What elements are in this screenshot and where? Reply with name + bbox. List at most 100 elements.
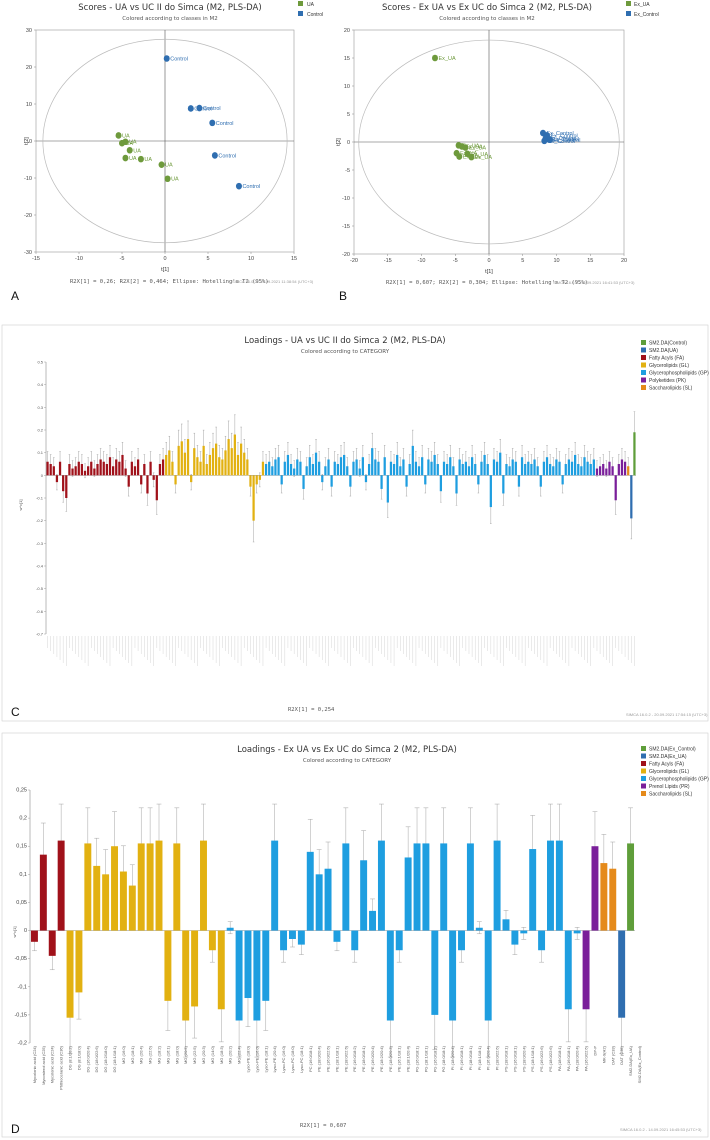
loading-bar: [480, 461, 483, 476]
loading-bar: [618, 930, 626, 1018]
x-tick-label: PE (16:0/18:2): [352, 1045, 357, 1071]
y-tick-label: 0,1: [19, 872, 27, 878]
loading-bar: [414, 461, 418, 476]
y-tick-label: -0.1: [36, 496, 44, 501]
x-tick-label: PS (16:0/22:6): [539, 1045, 544, 1071]
loading-bar: [342, 843, 350, 931]
loading-bar: [193, 448, 196, 476]
x-tick-label: DG (18:0/22:6): [94, 1045, 99, 1072]
legend-swatch: [641, 340, 646, 345]
loading-bar: [358, 468, 361, 476]
loading-bar: [561, 475, 564, 485]
x-tick-label: PE (18:0/22:6): [343, 1045, 348, 1071]
loading-bar: [464, 461, 467, 476]
y-tick-label: -30: [24, 250, 32, 256]
y-tick-label: -5: [345, 168, 350, 174]
x-tick-label: MG (20:3): [201, 1045, 206, 1064]
loading-bar: [293, 468, 296, 476]
x-tick-label: PS (18:0/22:6): [548, 1045, 553, 1071]
score-point-label: Ex_Control: [549, 136, 576, 142]
loading-bar: [211, 448, 215, 476]
score-point-label: Ex_UA: [462, 143, 479, 149]
panel-b-title: Scores - Ex UA vs Ex UC do Simca 2 (M2, …: [382, 3, 592, 13]
panel-a-ylabel: t[2]: [24, 137, 30, 145]
loading-bar: [411, 445, 414, 476]
loading-bar: [591, 846, 599, 931]
loading-bar: [602, 464, 605, 476]
loading-bar: [413, 843, 421, 931]
loading-bar: [620, 459, 624, 476]
loading-bar: [527, 461, 530, 476]
score-point-ex-ua: [456, 153, 463, 160]
loading-bar: [108, 457, 112, 476]
loading-bar: [446, 464, 449, 476]
x-tick-label: PE (16:1/18:1): [397, 1045, 402, 1071]
x-tick-label: 5: [521, 258, 524, 264]
loading-bar: [252, 475, 255, 521]
y-tick-label: -0.5: [36, 586, 44, 591]
score-point-ua: [122, 138, 129, 146]
loading-bar: [449, 930, 457, 1021]
loading-bar: [62, 475, 65, 492]
loading-bar: [182, 930, 190, 1021]
loading-bar: [227, 439, 230, 476]
y-tick-label: 0: [24, 928, 27, 934]
loading-bar: [233, 434, 236, 476]
score-point-label: UA: [122, 133, 130, 139]
y-tick-label: 0,2: [19, 816, 27, 822]
loading-bar: [239, 443, 243, 476]
panel-a-software: SIMCA 16.0.2 - 14.09.2021 11:38:54 (UTC+…: [232, 279, 314, 284]
loading-bar: [352, 461, 355, 476]
loading-bar: [121, 454, 124, 476]
loading-bar: [168, 450, 171, 476]
loading-bar: [57, 840, 65, 931]
loading-bar: [299, 461, 302, 476]
y-tick-label: 0,05: [16, 900, 27, 906]
loading-bar: [484, 930, 492, 1021]
loading-bar: [505, 464, 508, 476]
score-point-label: Ex_Control: [552, 137, 579, 143]
loading-bar: [127, 475, 130, 487]
x-tick-label: DAT (C33): [610, 1045, 615, 1064]
y-tick-label: -0.3: [36, 541, 44, 546]
loading-bar: [186, 439, 190, 476]
loading-bar: [288, 930, 296, 939]
loading-bar: [30, 930, 38, 942]
loading-bar: [589, 464, 592, 476]
legend-label: SM2.DA(Control): [649, 341, 687, 347]
score-point-label: Control: [242, 184, 260, 190]
loading-bar: [105, 464, 108, 476]
loading-bar: [140, 475, 143, 485]
legend-label: Saccharolipids (SL): [649, 792, 693, 798]
loading-bar: [377, 840, 385, 931]
loading-bar: [360, 860, 368, 931]
x-tick-label: MG (20:2): [228, 1045, 233, 1064]
loading-bar: [389, 461, 393, 476]
loading-bar: [80, 464, 84, 476]
score-point-ex-ua: [468, 153, 475, 161]
score-point-label: Ex_UA: [471, 152, 488, 158]
loading-bar: [180, 441, 183, 476]
panel-d-frame: [1, 732, 709, 1138]
x-tick-label: MG (18:2): [157, 1045, 162, 1064]
loading-bar: [246, 459, 249, 476]
loading-bar: [533, 459, 536, 476]
x-tick-label: PE (18:1/20:4): [406, 1045, 411, 1071]
panel-c-software: SIMCA 16.0.2 - 20.09.2021 17:54:15 (UTC+…: [626, 712, 708, 717]
loading-bar: [421, 457, 424, 476]
loading-bar: [128, 885, 136, 931]
loading-bar: [133, 466, 137, 476]
loading-bar: [52, 466, 55, 476]
panel-a-plot: -15 -10 -5 0 5 10 15-30-20-100102030UAUAUAUAUA…: [24, 28, 297, 262]
loading-bar: [424, 475, 427, 485]
loading-bar: [417, 466, 421, 476]
loading-bar: [102, 461, 105, 476]
loading-bar: [115, 459, 118, 476]
y-tick-label: 30: [26, 28, 32, 34]
loading-bar: [191, 930, 199, 1007]
y-tick-label: -10: [342, 196, 350, 202]
legend-swatch: [641, 776, 646, 781]
score-point-label: Ex_UA: [466, 144, 483, 150]
x-tick-label: Lyso-PC (16:0): [281, 1045, 286, 1072]
x-tick-label: PA (18:0/18:1): [557, 1045, 562, 1071]
